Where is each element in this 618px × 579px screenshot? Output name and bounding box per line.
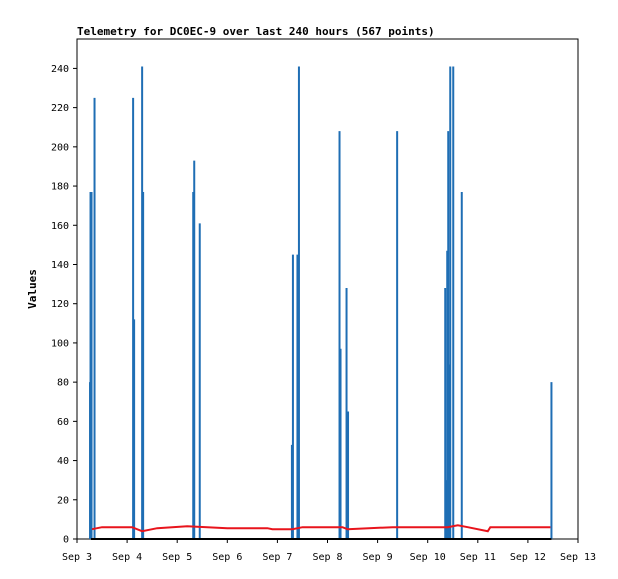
y-tick-label: 200	[51, 142, 69, 153]
y-tick-label: 60	[57, 417, 69, 428]
y-tick-label: 180	[51, 182, 69, 193]
y-tick-label: 120	[51, 299, 69, 310]
y-tick-label: 80	[57, 378, 69, 389]
y-tick-label: 160	[51, 221, 69, 232]
y-tick-label: 100	[51, 338, 69, 349]
trend-line	[91, 524, 551, 533]
plot-area	[76, 38, 579, 540]
x-tick-label: Sep 5	[162, 552, 192, 563]
x-tick-label: Sep 9	[363, 552, 393, 563]
y-tick-label: 240	[51, 64, 69, 75]
x-tick-label: Sep 10	[410, 552, 446, 563]
x-tick-label: Sep 13	[560, 552, 596, 563]
x-tick-label: Sep 3	[62, 552, 92, 563]
y-tick-label: 40	[57, 456, 69, 467]
x-axis-ticks: Sep 3 Sep 4 Sep 5 Sep 6 Sep 7 Sep 8 Sep 9 Sep 1…	[62, 539, 596, 563]
series-group	[89, 66, 553, 540]
y-tick-label: 20	[57, 495, 69, 506]
y-tick-label: 220	[51, 103, 69, 114]
chart-title: Telemetry for DC0EC-9 over last 240 hour…	[77, 25, 435, 38]
x-tick-label: Sep 6	[212, 552, 242, 563]
x-tick-label: Sep 7	[262, 552, 292, 563]
x-tick-label: Sep 12	[510, 552, 546, 563]
y-tick-label: 0	[63, 535, 69, 546]
y-axis-label: Values	[26, 269, 39, 309]
y-axis-ticks: 0 20 40 60 80 100 120 140 160 180 200 220 240	[51, 64, 77, 546]
y-tick-label: 140	[51, 260, 69, 271]
x-tick-label: Sep 8	[312, 552, 342, 563]
x-tick-label: Sep 4	[112, 552, 142, 563]
x-tick-label: Sep 11	[460, 552, 496, 563]
